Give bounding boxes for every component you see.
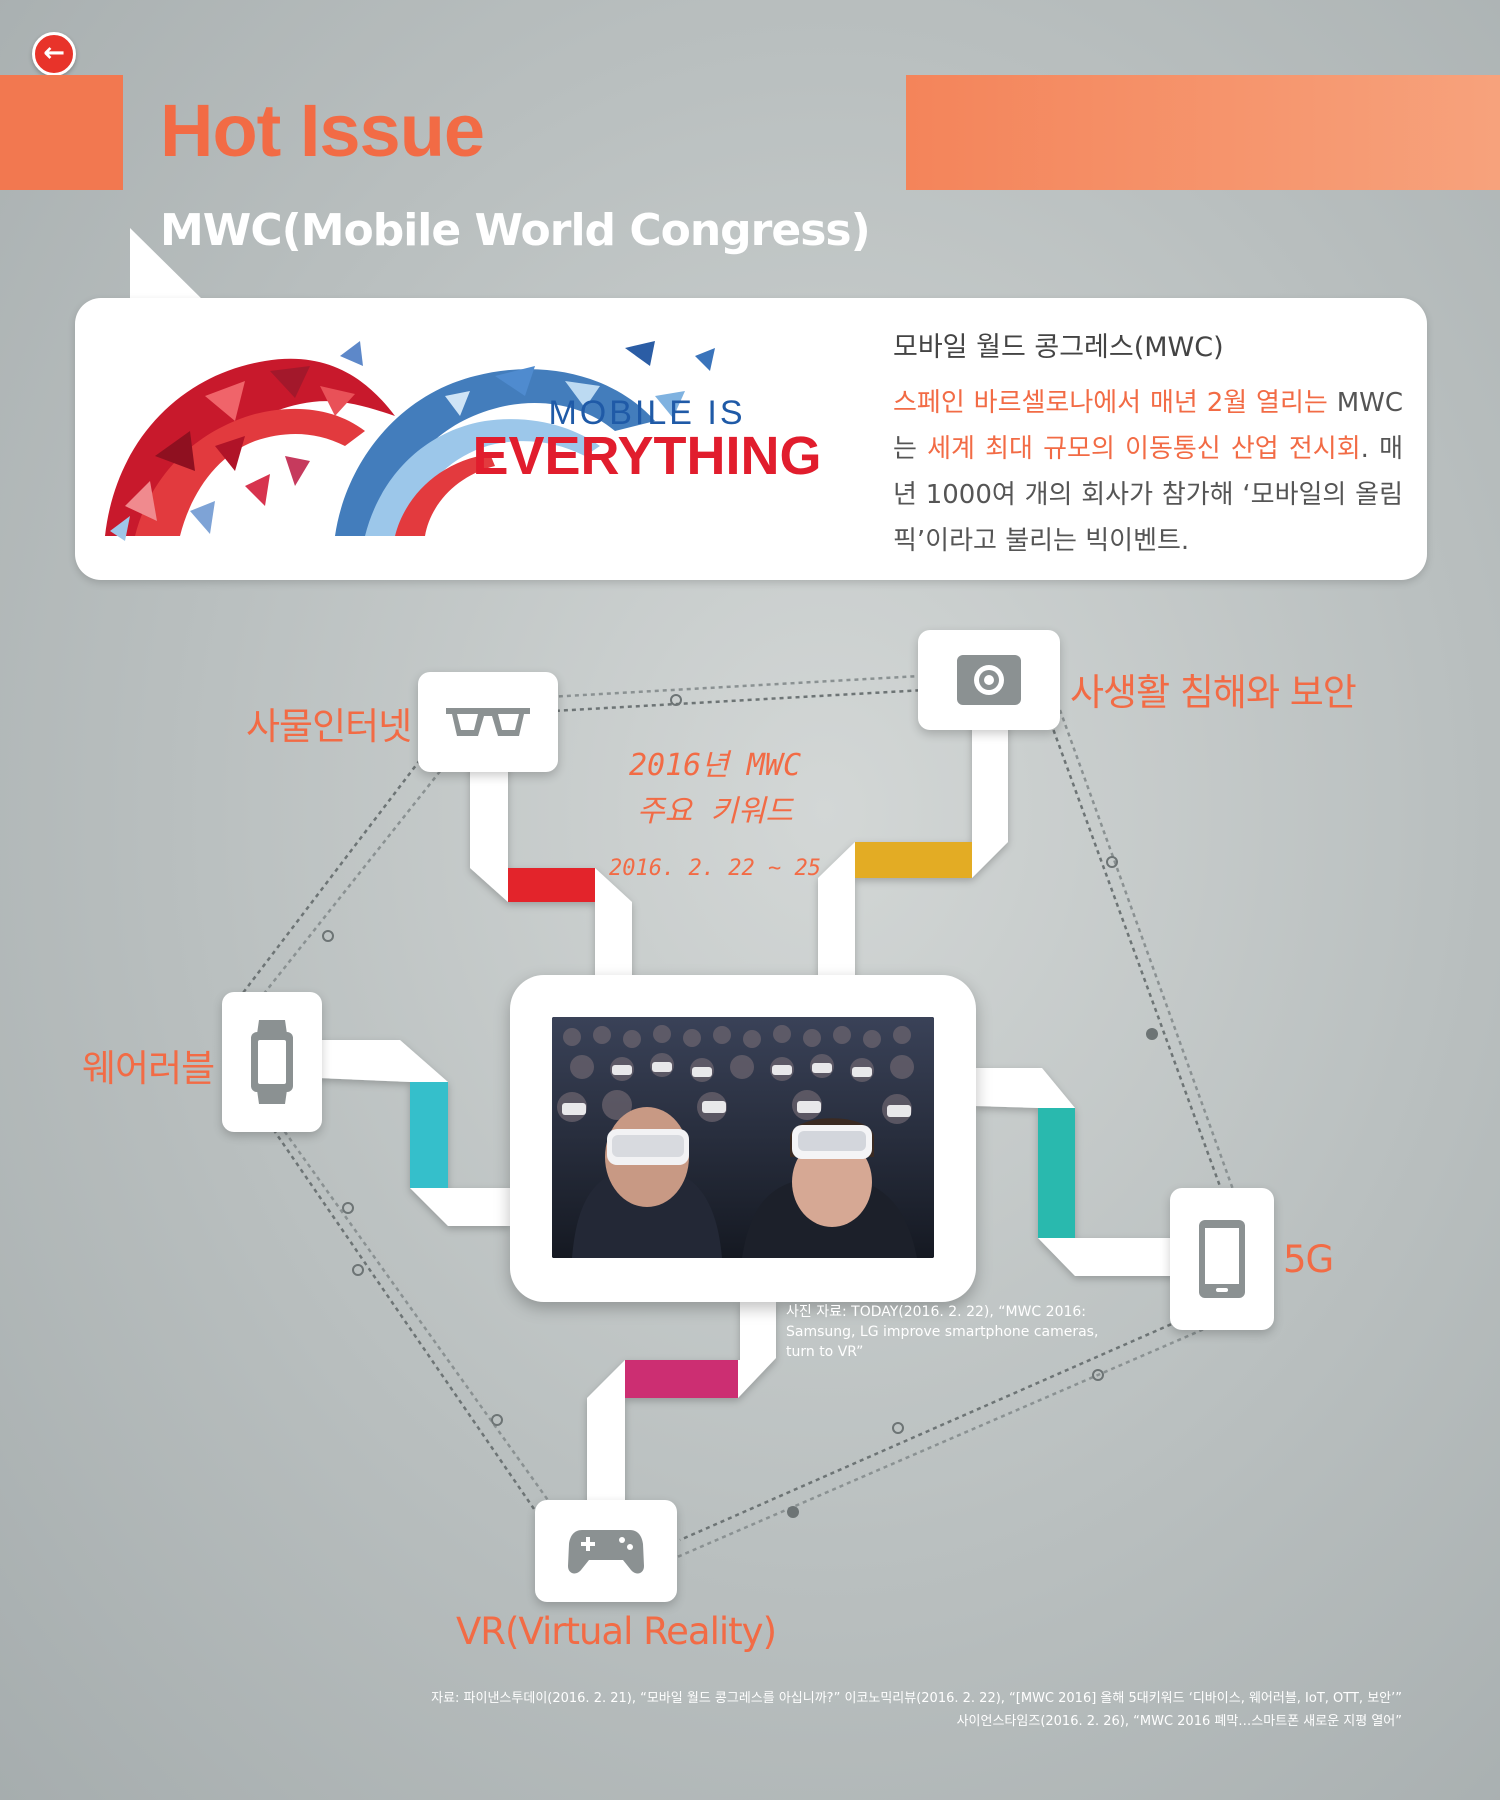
privacy-icon-box[interactable]: [918, 630, 1060, 730]
mwc-logo: MOBILE IS EVERYTHING: [105, 341, 822, 541]
body-text-2: . 매년 1000여 개의 회사가 참가해 ‘모바일의 올림픽’이라고 불리는 …: [893, 434, 1404, 556]
diagram-title-line1: 2016년 MWC: [628, 748, 802, 783]
page-title: Hot Issue: [160, 89, 485, 172]
header-band-right: [906, 75, 1500, 190]
ribbon-iot: [508, 868, 595, 902]
network-lines: [229, 674, 1237, 1560]
ribbon-5g: [1038, 1108, 1075, 1238]
network-nodes: [322, 694, 1118, 1434]
body-highlight-2: 세계 최대 규모의 이동통신 산업 전시회: [927, 434, 1361, 464]
keyword-vr: VR(Virtual Reality): [456, 1610, 777, 1653]
card-heading: 모바일 월드 콩그레스(MWC): [893, 332, 1224, 363]
body-highlight-1: 스페인 바르셀로나에서 매년 2월 열리는: [893, 388, 1328, 418]
camera-icon: [957, 655, 1021, 705]
gamepad-icon: [568, 1530, 644, 1574]
smartphone-icon: [1199, 1220, 1245, 1298]
body-text-1: MWC는: [893, 388, 1403, 464]
wearable-icon-box[interactable]: [222, 992, 322, 1132]
ribbon-wearable: [410, 1082, 448, 1188]
ribbon-vr: [625, 1360, 738, 1398]
card-body: 스페인 바르셀로나에서 매년 2월 열리는 MWC는 세계 최대 규모의 이동통…: [893, 380, 1403, 564]
keyword-wearable: 웨어러블: [82, 1047, 215, 1090]
vr-icon-box[interactable]: [535, 1500, 677, 1602]
photo-caption: 사진 자료: TODAY(2016. 2. 22), “MWC 2016: Sa…: [786, 1304, 1099, 1360]
source-line-1: 자료: 파이낸스투데이(2016. 2. 21), “모바일 월드 콩그레스를 …: [431, 1691, 1402, 1706]
diagram-title-line2: 주요 키워드: [636, 794, 794, 829]
glasses-icon: [446, 708, 530, 736]
back-button[interactable]: ←: [32, 32, 76, 76]
logo-line1: MOBILE IS: [548, 394, 745, 432]
arrow-left-icon: ←: [43, 38, 65, 68]
keyword-5g: 5G: [1283, 1238, 1334, 1281]
keyword-privacy: 사생활 침해와 보안: [1070, 671, 1357, 714]
card-speech-tail: [130, 228, 206, 303]
smartwatch-icon: [251, 1020, 293, 1104]
ribbon-privacy: [855, 842, 972, 878]
diagram-date: 2016. 2. 22 ~ 25: [609, 856, 821, 881]
iot-icon-box[interactable]: [418, 672, 558, 772]
logo-line2: EVERYTHING: [472, 426, 821, 486]
info-card: [75, 298, 1427, 580]
fiveg-icon-box[interactable]: [1170, 1188, 1274, 1330]
section-title: MWC(Mobile World Congress): [160, 205, 871, 256]
vr-audience-photo: [552, 1017, 934, 1258]
keyword-iot: 사물인터넷: [246, 705, 412, 748]
header-band-left: [0, 75, 123, 190]
source-line-2: 사이언스타임즈(2016. 2. 26), “MWC 2016 폐막…스마트폰 …: [956, 1714, 1402, 1729]
